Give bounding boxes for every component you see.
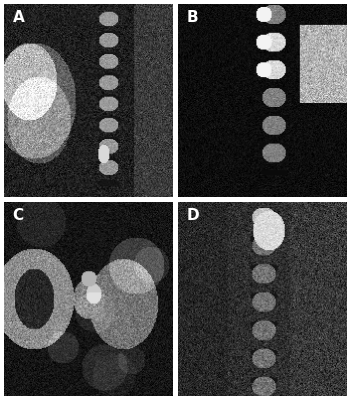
Text: B: B — [186, 10, 198, 25]
Text: A: A — [12, 10, 24, 25]
Text: C: C — [12, 208, 24, 223]
Text: D: D — [186, 208, 199, 223]
